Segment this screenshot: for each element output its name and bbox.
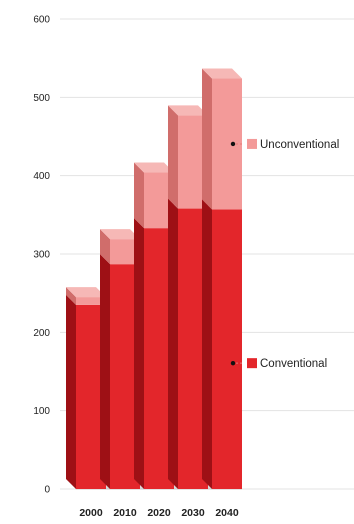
y-tick-label: 100 bbox=[33, 406, 50, 417]
bar-unconventional-side bbox=[100, 229, 110, 265]
bars bbox=[66, 68, 242, 490]
legend-pointer-dot bbox=[230, 360, 236, 366]
bar-unconventional bbox=[76, 297, 106, 305]
y-tick-label: 400 bbox=[33, 171, 50, 182]
bar-top bbox=[100, 229, 140, 240]
bar-conventional-side bbox=[100, 254, 110, 489]
legend-label: Conventional bbox=[260, 358, 327, 370]
legend-pointer-dot bbox=[230, 141, 236, 147]
legend-swatch bbox=[247, 358, 257, 369]
legend-label: Unconventional bbox=[260, 139, 339, 151]
bar-conventional-side bbox=[168, 198, 178, 490]
bar-conventional-side bbox=[66, 294, 76, 489]
legend-swatch bbox=[247, 138, 257, 149]
x-tick-label: 2010 bbox=[113, 507, 137, 519]
bar-conventional bbox=[212, 209, 242, 489]
x-tick-label: 2000 bbox=[79, 507, 103, 519]
bar-top bbox=[134, 162, 174, 173]
y-tick-label: 300 bbox=[33, 250, 50, 261]
y-tick-label: 600 bbox=[33, 15, 50, 26]
x-tick-label: 2020 bbox=[147, 507, 171, 519]
bar-top bbox=[202, 68, 242, 79]
x-axis-tick-labels: 2000 2010 2020 2030 2040 bbox=[79, 507, 239, 519]
bar-unconventional-side bbox=[168, 105, 178, 209]
bar-unconventional-side bbox=[134, 162, 144, 229]
y-axis-tick-labels: 0 100 200 300 400 500 600 bbox=[33, 15, 50, 496]
bar-unconventional-side bbox=[202, 68, 212, 210]
bar-conventional-side bbox=[134, 218, 144, 489]
bar-top bbox=[168, 105, 208, 116]
legend: Unconventional Conventional bbox=[230, 138, 339, 370]
x-tick-label: 2030 bbox=[181, 507, 205, 519]
bar-conventional-side bbox=[202, 199, 212, 489]
bar-top bbox=[66, 287, 106, 298]
bar-unconventional-side bbox=[66, 287, 76, 305]
y-tick-label: 0 bbox=[44, 485, 50, 496]
x-tick-label: 2040 bbox=[215, 507, 239, 519]
y-tick-label: 200 bbox=[33, 328, 50, 339]
y-tick-label: 500 bbox=[33, 93, 50, 104]
